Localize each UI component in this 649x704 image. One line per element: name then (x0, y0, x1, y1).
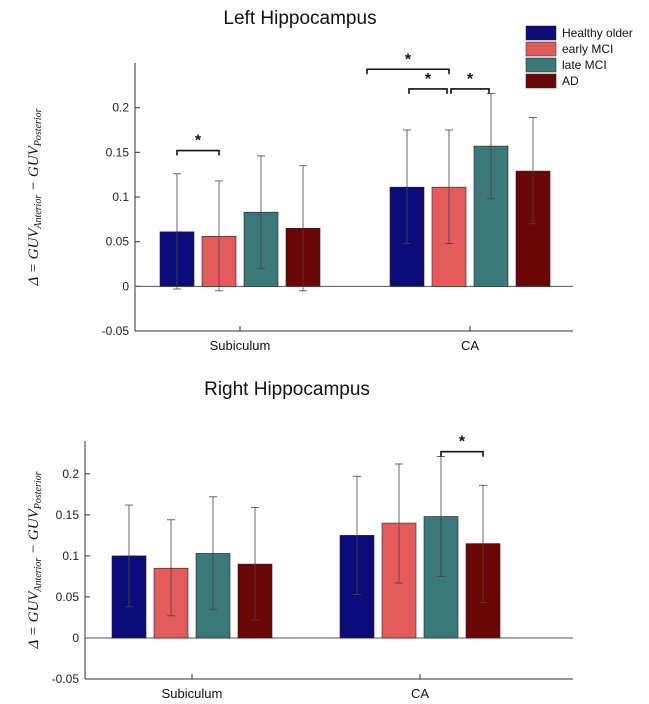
y-label-part: − GUV (26, 507, 42, 557)
y-tick-label: 0.15 (106, 145, 130, 159)
x-category-label: Subiculum (210, 338, 271, 353)
x-category-label: Subiculum (162, 686, 223, 701)
y-tick-label: 0.1 (112, 190, 129, 204)
legend-label: late MCI (562, 58, 607, 72)
chart-title: Left Hippocampus (223, 8, 376, 29)
significance-star: * (195, 133, 202, 150)
y-tick-label: 0.1 (62, 549, 79, 563)
legend-swatch (525, 41, 557, 57)
y-label-part: Δ = GUV (26, 590, 42, 650)
x-category-label: CA (461, 338, 479, 353)
y-tick-label: 0.2 (62, 467, 79, 481)
y-tick-label: 0 (72, 631, 79, 645)
y-tick-label: 0 (122, 279, 129, 293)
y-tick-label: 0.05 (56, 590, 80, 604)
y-tick-label: -0.05 (52, 672, 80, 686)
y-tick-label: 0.15 (56, 508, 80, 522)
y-label-subscript: Anterior (33, 195, 44, 230)
y-label-subscript: Posterior (33, 108, 44, 147)
y-axis-label: Δ = GUVAnterior − GUVPosterior (26, 108, 44, 286)
significance-bracket (450, 88, 490, 94)
legend-swatch (525, 25, 557, 41)
significance-star: * (459, 434, 466, 451)
significance-bracket (366, 68, 450, 75)
y-tick-label: 0.05 (106, 235, 130, 249)
significance-star: * (467, 71, 474, 88)
legend-label: early MCI (562, 42, 613, 56)
chart-title: Right Hippocampus (204, 379, 370, 400)
significance-star: * (405, 51, 412, 68)
x-category-label: CA (411, 686, 429, 701)
panel-left-hippocampus: Left Hippocampus -0.05 0 0.05 0.1 0.15 0.2 Subi… (26, 8, 633, 353)
y-label-subscript: Anterior (33, 558, 44, 593)
y-label-part: Δ = GUV (26, 227, 42, 287)
y-label-subscript: Posterior (33, 471, 44, 510)
y-tick-label: 0.2 (112, 101, 129, 115)
significance-bracket (408, 88, 448, 94)
y-label-part: − GUV (26, 144, 42, 194)
significance-bracket (440, 450, 484, 457)
y-axis-label: Δ = GUVAnterior − GUVPosterior (26, 471, 44, 649)
legend: Healthy older early MCI late MCI AD (525, 25, 633, 89)
legend-swatch (525, 73, 557, 89)
y-tick-label: -0.05 (102, 324, 130, 338)
legend-label: AD (562, 74, 579, 88)
significance-bracket (176, 149, 220, 156)
legend-label: Healthy older (562, 26, 633, 40)
significance-star: * (425, 71, 432, 88)
legend-swatch (525, 57, 557, 73)
panel-right-hippocampus: Right Hippocampus -0.05 0 0.05 0.1 0.15 0.2 Sub… (26, 379, 573, 701)
